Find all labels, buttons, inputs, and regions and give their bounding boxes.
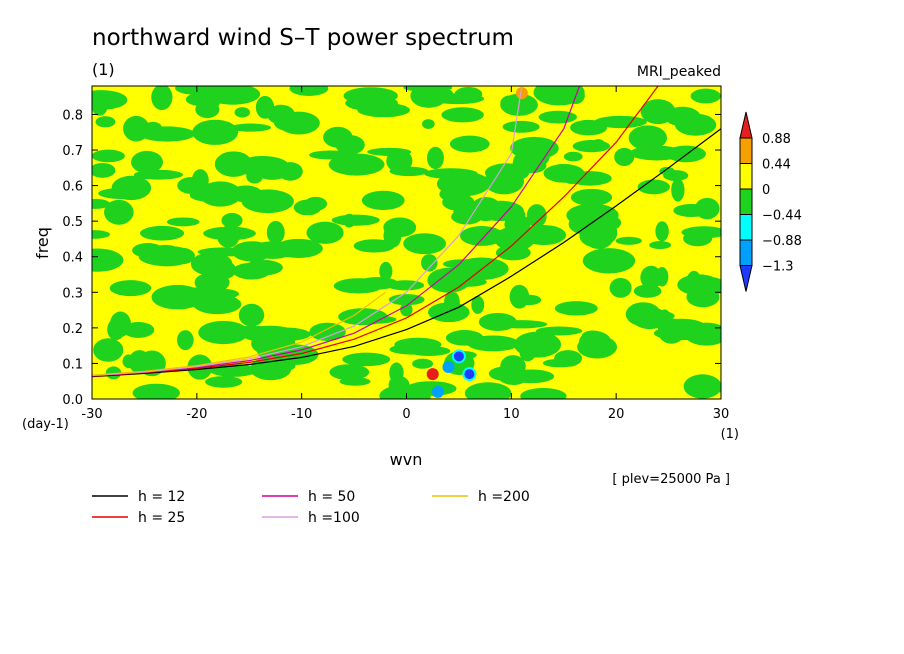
curve-h12 xyxy=(92,128,721,378)
colorbar-band xyxy=(739,163,753,190)
footnote: [ plev=25000 Pa ] xyxy=(612,472,730,487)
legend: h = 12 h = 25 h = 50 h =100 h =200 xyxy=(92,489,530,526)
anomaly-spot xyxy=(426,368,439,381)
x-tick-label: -20 xyxy=(186,407,207,422)
colorbar-label: 0.88 xyxy=(762,132,791,147)
x-units: (1) xyxy=(721,427,739,442)
y-tick-label: 0.6 xyxy=(62,180,83,195)
y-tick-label: 0.5 xyxy=(62,215,83,230)
colorbar-label: −0.44 xyxy=(762,209,802,224)
legend-label: h = 50 xyxy=(308,489,355,505)
y-axis: 0.0 0.1 0.2 0.3 0.4 0.5 0.6 0.7 0.8 xyxy=(62,108,721,408)
x-axis-label: wvn xyxy=(390,450,423,469)
x-tick-label: -10 xyxy=(291,407,312,422)
curve-h100 xyxy=(92,86,523,377)
colorbar-band xyxy=(739,137,753,164)
colorbar-band xyxy=(739,239,753,266)
model-label: MRI_peaked xyxy=(637,64,721,80)
y-tick-label: 0.7 xyxy=(62,144,83,159)
legend-label: h =100 xyxy=(308,510,360,526)
anomaly-spot xyxy=(451,349,466,364)
y-tick-label: 0.8 xyxy=(62,108,83,123)
x-tick-label: 10 xyxy=(503,407,520,422)
dispersion-curves xyxy=(92,86,721,378)
y-tick-label: 0.2 xyxy=(62,322,83,337)
legend-label: h =200 xyxy=(478,489,530,505)
legend-label: h = 25 xyxy=(138,510,185,526)
colorbar-max-arrow xyxy=(739,111,753,139)
x-tick-label: 20 xyxy=(608,407,625,422)
colorbar-label: 0.44 xyxy=(762,158,791,173)
colorbar-band xyxy=(739,188,753,215)
x-axis: -30 -20 -10 0 10 20 30 xyxy=(81,86,729,422)
negative-field-patches xyxy=(92,86,721,399)
curve-h25 xyxy=(92,86,659,377)
colorbar-band xyxy=(739,214,753,241)
anomaly-spot xyxy=(515,87,528,100)
plot-area xyxy=(91,85,722,400)
x-tick-label: -30 xyxy=(81,407,102,422)
y-axis-label: freq xyxy=(33,227,52,259)
colorbar-label: −0.88 xyxy=(762,234,802,249)
anomaly-spot xyxy=(431,385,444,398)
colorbar: 0.88 0.44 0 −0.44 −0.88 −1.3 xyxy=(739,111,802,292)
y-units: (day-1) xyxy=(22,417,69,432)
anomaly-spot xyxy=(462,367,477,382)
y-tick-label: 0.4 xyxy=(62,251,83,266)
anomaly-spot xyxy=(442,360,455,373)
title-units: (1) xyxy=(92,60,115,79)
chart-title: northward wind S–T power spectrum xyxy=(92,25,514,51)
colorbar-min-arrow xyxy=(739,265,753,292)
curve-h200 xyxy=(92,291,386,376)
x-tick-label: 30 xyxy=(713,407,730,422)
legend-label: h = 12 xyxy=(138,489,185,505)
y-tick-label: 0.3 xyxy=(62,286,83,301)
y-tick-label: 0.0 xyxy=(62,393,83,408)
x-tick-label: 0 xyxy=(402,407,410,422)
colorbar-label: 0 xyxy=(762,183,770,198)
colorbar-label: −1.3 xyxy=(762,260,794,275)
anomaly-layer xyxy=(426,87,528,398)
y-tick-label: 0.1 xyxy=(62,357,83,372)
spectrum-field xyxy=(92,86,721,399)
